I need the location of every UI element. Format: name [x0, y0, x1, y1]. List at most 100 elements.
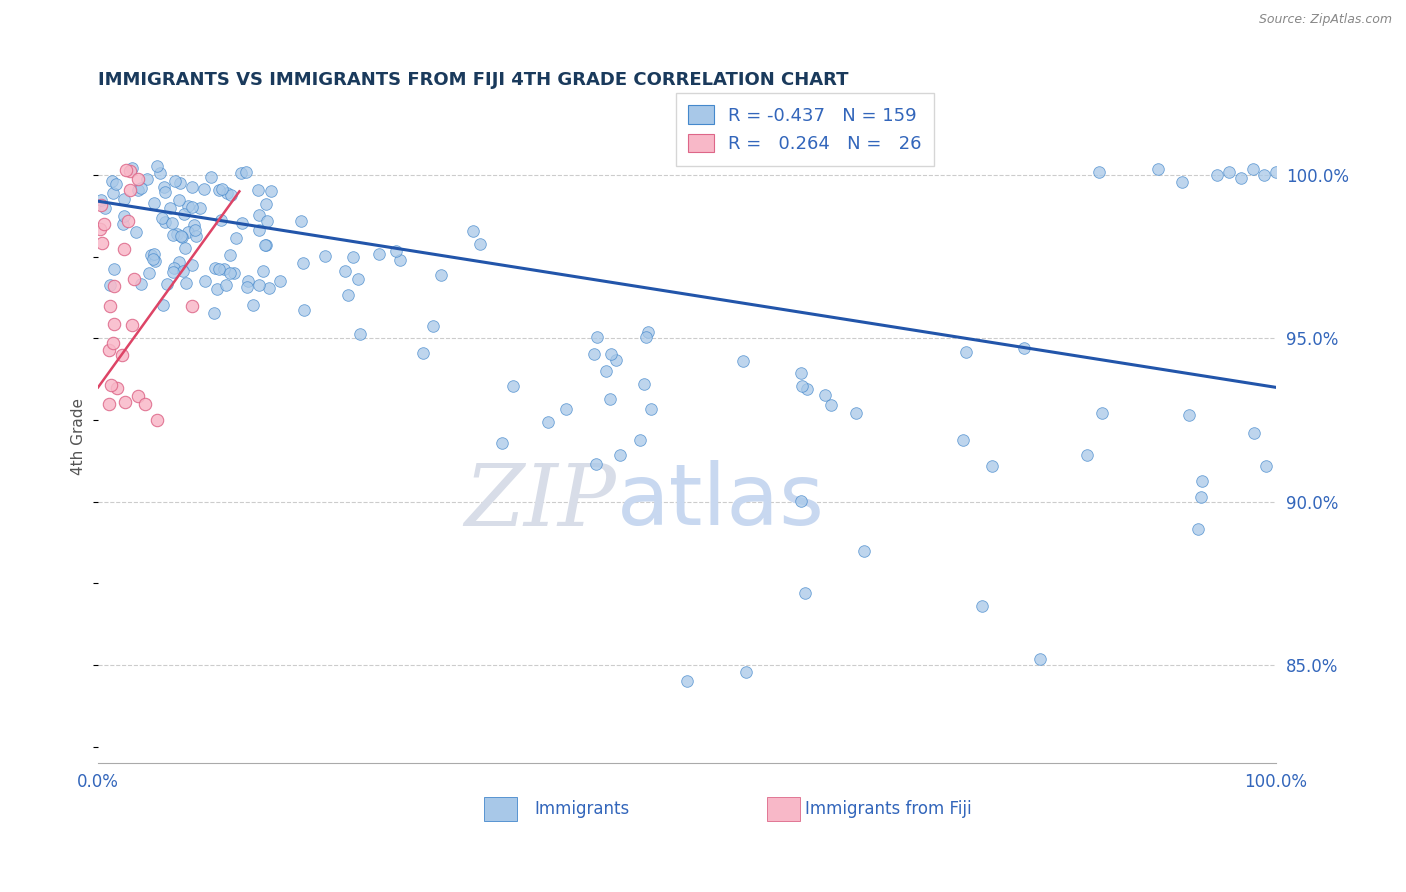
Text: Immigrants: Immigrants [534, 800, 628, 818]
Point [346, 272, 368, 286]
Point [292, 303, 315, 318]
Point [180, 180, 202, 194]
Point [793, 586, 815, 600]
Point [117, 214, 139, 228]
Point [247, 208, 270, 222]
Point [735, 665, 758, 679]
Point [235, 165, 257, 179]
Point [103, 279, 125, 293]
Point [637, 325, 659, 339]
Point [142, 252, 165, 267]
Point [98, 299, 121, 313]
Point [172, 264, 194, 278]
Point [260, 184, 283, 198]
Point [170, 230, 193, 244]
Point [468, 236, 491, 251]
Point [103, 317, 125, 331]
Point [112, 192, 135, 206]
Point [129, 181, 152, 195]
Point [1187, 522, 1209, 536]
Point [170, 229, 193, 244]
Point [169, 176, 191, 190]
Y-axis label: 4th Grade: 4th Grade [72, 398, 86, 475]
Point [146, 159, 169, 173]
Point [537, 415, 560, 429]
Point [1171, 175, 1194, 189]
Point [98, 397, 121, 411]
Point [242, 298, 264, 312]
Point [120, 164, 142, 178]
Point [256, 214, 278, 228]
Point [247, 277, 270, 292]
Point [429, 268, 451, 282]
Point [114, 394, 136, 409]
Point [676, 674, 699, 689]
Point [193, 182, 215, 196]
Point [90, 197, 112, 211]
Point [852, 543, 875, 558]
Point [93, 201, 115, 215]
Point [257, 281, 280, 295]
Point [149, 166, 172, 180]
Point [101, 336, 124, 351]
Point [1253, 168, 1275, 182]
Point [254, 237, 277, 252]
Point [90, 193, 112, 207]
Point [204, 261, 226, 276]
Point [1014, 341, 1036, 355]
Point [103, 261, 125, 276]
Point [218, 248, 240, 262]
Point [156, 277, 179, 292]
Point [162, 227, 184, 242]
Point [174, 241, 197, 255]
Point [349, 327, 371, 342]
Point [143, 253, 166, 268]
Point [121, 318, 143, 333]
Point [1243, 425, 1265, 440]
Point [292, 255, 315, 269]
Point [163, 261, 186, 276]
Point [98, 277, 121, 292]
Point [125, 225, 148, 239]
Point [1241, 161, 1264, 176]
Point [121, 161, 143, 176]
Point [90, 235, 112, 250]
Point [583, 347, 606, 361]
Point [634, 330, 657, 344]
Point [422, 318, 444, 333]
Text: IMMIGRANTS VS IMMIGRANTS FROM FIJI 4TH GRADE CORRELATION CHART: IMMIGRANTS VS IMMIGRANTS FROM FIJI 4TH G… [98, 70, 849, 88]
Point [254, 197, 277, 211]
Point [155, 215, 177, 229]
Text: ZIP: ZIP [464, 460, 616, 543]
Point [209, 213, 232, 227]
FancyBboxPatch shape [768, 797, 800, 821]
Point [385, 244, 408, 259]
Point [215, 278, 238, 293]
Point [595, 363, 617, 377]
Point [254, 238, 277, 252]
Point [952, 433, 974, 447]
Point [224, 267, 246, 281]
Point [1088, 165, 1111, 179]
Point [112, 243, 135, 257]
Point [105, 381, 128, 395]
Point [200, 169, 222, 184]
Point [112, 209, 135, 223]
Point [100, 378, 122, 392]
Point [290, 213, 312, 227]
Point [166, 227, 188, 241]
Point [184, 223, 207, 237]
Point [314, 249, 336, 263]
Point [146, 413, 169, 427]
Point [153, 179, 176, 194]
Point [1147, 161, 1170, 176]
Point [600, 347, 623, 361]
Point [127, 172, 149, 186]
Point [215, 186, 238, 201]
Point [1178, 408, 1201, 422]
Point [176, 199, 198, 213]
Point [599, 392, 621, 406]
Point [586, 329, 609, 343]
Point [184, 229, 207, 244]
Point [122, 272, 145, 286]
